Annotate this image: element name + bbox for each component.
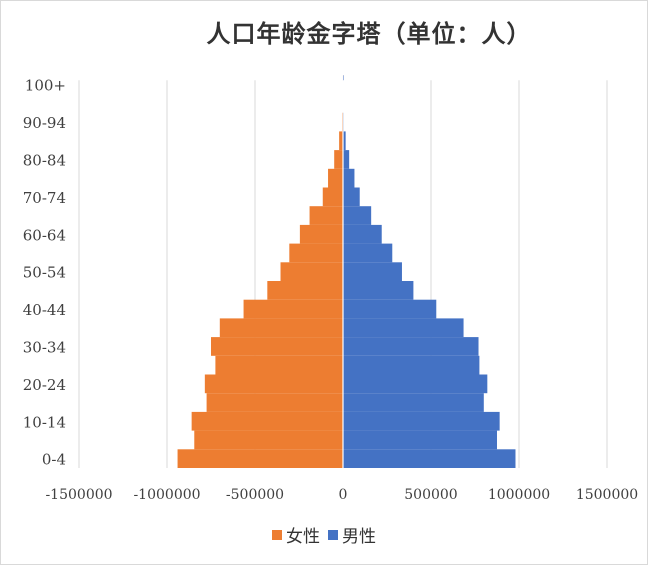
legend-item-male: 男性 xyxy=(328,522,376,547)
chart-legend: 女性 男性 xyxy=(0,522,648,547)
y-tick-label: 20-24 xyxy=(23,376,66,394)
bar-male-10-14 xyxy=(343,411,500,431)
y-tick-label: 90-94 xyxy=(23,114,66,132)
bar-female-30-34 xyxy=(211,337,343,356)
legend-label-male: 男性 xyxy=(342,527,376,547)
bar-male-55-59 xyxy=(343,243,393,263)
bar-male-45-49 xyxy=(343,281,414,300)
bar-female-75-79 xyxy=(328,168,343,188)
x-tick-label: 500000 xyxy=(404,487,457,503)
y-tick-label: 60-64 xyxy=(23,226,66,244)
bar-female-50-54 xyxy=(280,262,343,281)
y-tick-label: 40-44 xyxy=(23,301,66,319)
y-tick-label: 80-84 xyxy=(23,151,66,169)
bar-male-30-34 xyxy=(343,337,479,356)
bar-male-25-29 xyxy=(343,355,480,375)
bar-male-35-39 xyxy=(343,318,464,338)
bar-female-25-29 xyxy=(215,355,343,375)
bar-female-0-4 xyxy=(177,449,343,468)
bar-female-80-84 xyxy=(334,150,343,169)
bar-female-45-49 xyxy=(267,281,343,300)
bar-male-40-44 xyxy=(343,299,437,319)
y-tick-label: 100+ xyxy=(25,77,66,95)
bar-male-50-54 xyxy=(343,262,402,281)
x-tick-label: 1000000 xyxy=(488,487,550,503)
legend-label-female: 女性 xyxy=(286,527,320,547)
x-tick-label: 1500000 xyxy=(576,487,638,503)
legend-swatch-female xyxy=(272,529,282,540)
chart-title: 人口年龄金字塔（单位：人） xyxy=(206,19,532,48)
y-tick-label: 50-54 xyxy=(23,264,66,282)
bar-female-55-59 xyxy=(289,243,343,263)
bar-male-5-9 xyxy=(343,430,497,450)
bar-female-10-14 xyxy=(191,411,343,431)
legend-swatch-male xyxy=(328,529,338,540)
bar-male-60-64 xyxy=(343,224,382,244)
x-tick-label: 0 xyxy=(339,487,348,503)
bar-female-60-64 xyxy=(299,224,343,244)
bar-female-5-9 xyxy=(194,430,343,450)
x-tick-label: -1000000 xyxy=(133,487,200,503)
bar-female-40-44 xyxy=(243,299,343,319)
bar-female-35-39 xyxy=(219,318,343,338)
y-tick-label: 0-4 xyxy=(42,451,66,469)
bar-male-70-74 xyxy=(343,187,360,207)
y-tick-label: 30-34 xyxy=(23,338,66,356)
bar-male-15-19 xyxy=(343,393,484,412)
bar-male-65-69 xyxy=(343,206,372,225)
bar-male-80-84 xyxy=(343,150,350,169)
y-tick-label: 70-74 xyxy=(23,189,66,207)
bar-female-15-19 xyxy=(206,393,343,412)
legend-item-female: 女性 xyxy=(272,522,320,547)
bar-female-20-24 xyxy=(204,374,343,394)
bar-female-85-89 xyxy=(339,131,343,151)
bar-female-70-74 xyxy=(322,187,343,207)
bar-male-85-89 xyxy=(343,131,346,151)
bar-female-65-69 xyxy=(309,206,343,225)
y-tick-label: 10-14 xyxy=(23,413,66,431)
bar-male-20-24 xyxy=(343,374,488,394)
bar-male-0-4 xyxy=(343,449,516,468)
bar-male-75-79 xyxy=(343,168,355,188)
x-tick-label: -500000 xyxy=(226,487,284,503)
x-tick-label: -1500000 xyxy=(45,487,112,503)
